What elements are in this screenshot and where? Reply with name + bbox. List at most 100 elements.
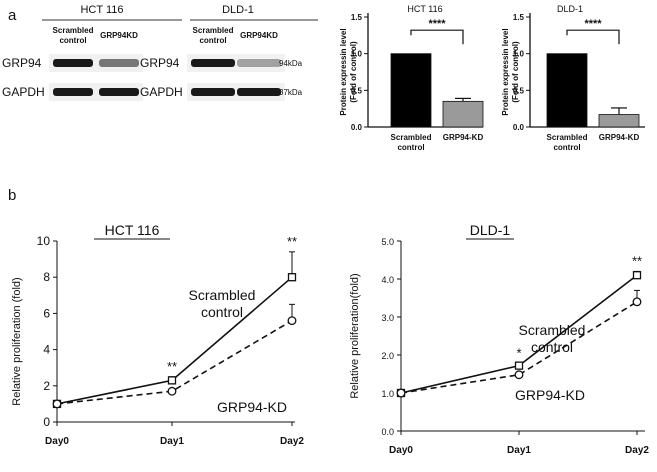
bar <box>390 53 432 128</box>
category-label: GRP94-KD <box>599 133 640 142</box>
lane-label: GRP94KD <box>100 31 138 40</box>
line-chart-0: HCT 116 0 2 4 6 8 10 Day0 Day1 Day2 Relative proli… <box>11 222 304 447</box>
y-tick-label: 0.0 <box>513 123 525 132</box>
blot-row-label: GAPDH <box>140 85 183 99</box>
data-point <box>167 386 177 396</box>
x-tick-label: Day0 <box>389 445 413 456</box>
chart-title: DLD-1 <box>470 222 511 238</box>
blot-band <box>191 59 235 67</box>
y-tick-label: 2.0 <box>381 351 394 361</box>
category-label: Scrambled <box>391 133 432 142</box>
lane-label: Scrambled <box>193 26 234 35</box>
y-axis-label: Relative proliferation(fold) <box>349 273 361 398</box>
lane-label: control <box>59 36 86 45</box>
significance-label: ** <box>167 359 177 374</box>
chart-title: HCT 116 <box>105 222 160 238</box>
x-tick-label: Day1 <box>507 445 531 456</box>
y-tick-label: 4 <box>43 343 50 357</box>
y-tick-label: 1.5 <box>513 13 525 22</box>
blot-mw-label: 94kDa <box>279 59 303 68</box>
x-tick-label: Day1 <box>160 436 184 447</box>
series-label: control <box>531 339 573 355</box>
series-label: GRP94-KD <box>217 399 287 415</box>
x-tick-label: Day2 <box>280 436 304 447</box>
y-tick-label: 3.0 <box>381 313 394 323</box>
y-axis-label: (Fold of control) <box>511 41 520 103</box>
y-tick-label: 10 <box>37 234 51 248</box>
y-axis-label: Protein expressin level <box>501 28 510 115</box>
panel-label-b: b <box>8 187 16 204</box>
series-label: control <box>201 304 243 320</box>
series-label: Scrambled <box>519 322 586 338</box>
y-tick-label: 1.0 <box>513 50 525 59</box>
bar-chart-1: 0.0 0.5 1.0 1.5 DLD-1 Protein expressin level… <box>501 4 645 152</box>
y-tick-label: 1.5 <box>351 13 363 22</box>
bar <box>598 114 640 128</box>
blot-title: HCT 116 <box>80 4 123 16</box>
blot-band <box>237 59 281 67</box>
blot-mw-label: 37kDa <box>279 88 303 97</box>
significance-bracket <box>410 29 464 45</box>
blot-band <box>53 59 93 67</box>
lane-label: Scrambled <box>53 26 94 35</box>
series-label: Scrambled <box>189 287 256 303</box>
y-tick-label: 0.5 <box>351 86 363 95</box>
chart-title: HCT 116 <box>407 4 442 14</box>
y-axis-label: Relative proliferation (fold) <box>11 277 23 405</box>
data-point <box>632 271 642 280</box>
data-point <box>52 399 62 409</box>
significance-label: **** <box>428 18 446 30</box>
y-tick-label: 5.0 <box>381 237 394 247</box>
bar-chart-0: 0.0 0.5 1.0 1.5 HCT 116 Protein expressin lev… <box>339 4 483 152</box>
blot-membrane <box>49 83 143 101</box>
blot-band <box>99 59 139 67</box>
x-tick-label: Day0 <box>45 436 69 447</box>
category-label: control <box>397 143 424 152</box>
lane-label: GRP94KD <box>240 31 278 40</box>
y-tick-label: 0.0 <box>351 123 363 132</box>
data-point <box>287 316 297 326</box>
line-chart-1: DLD-1 0.0 1.0 2.0 3.0 4.0 5.0 Day0 Day1 Day2 Relat… <box>349 222 649 456</box>
chart-title: DLD-1 <box>557 4 583 14</box>
blot-membrane <box>187 54 285 72</box>
data-point <box>167 376 177 385</box>
y-tick-label: 8 <box>43 270 50 284</box>
x-tick-label: Day2 <box>625 445 649 456</box>
significance-label: * <box>516 346 521 361</box>
category-label: Scrambled <box>547 133 588 142</box>
series-line <box>400 301 638 394</box>
blot-band <box>237 88 281 96</box>
lane-label: control <box>199 36 226 45</box>
blot-row-label: GAPDH <box>2 85 45 99</box>
panel-label-a: a <box>8 7 17 24</box>
blot-row-label: GRP94 <box>140 56 180 70</box>
blot-row-label: GRP94 <box>2 56 42 70</box>
blot-band <box>191 88 235 96</box>
y-tick-label: 1.0 <box>381 389 394 399</box>
category-label: GRP94-KD <box>443 133 484 142</box>
significance-label: **** <box>584 18 602 30</box>
blot-band <box>99 88 139 96</box>
data-point <box>514 361 524 370</box>
y-tick-label: 0.5 <box>513 86 525 95</box>
significance-label: ** <box>632 253 642 268</box>
y-tick-label: 2 <box>43 379 50 393</box>
data-point <box>514 370 524 380</box>
y-tick-label: 6 <box>43 306 50 320</box>
y-tick-label: 0.0 <box>381 427 394 437</box>
bar <box>442 100 484 128</box>
blot-membrane <box>187 83 285 101</box>
y-tick-label: 1.0 <box>351 50 363 59</box>
significance-label: ** <box>287 234 297 249</box>
data-point <box>632 297 642 307</box>
bar <box>546 53 588 128</box>
category-label: control <box>553 143 580 152</box>
y-axis-label: Protein expressin level <box>339 28 348 115</box>
blot-title: DLD-1 <box>222 4 254 16</box>
y-axis-label: (Fold of control) <box>349 41 358 103</box>
series-label: GRP94-KD <box>515 387 585 403</box>
y-tick-label: 4.0 <box>381 275 394 285</box>
